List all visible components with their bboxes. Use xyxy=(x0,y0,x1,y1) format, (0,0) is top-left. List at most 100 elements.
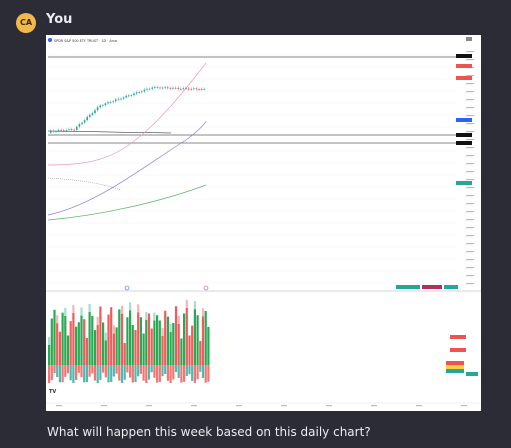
volume-bar xyxy=(131,325,134,365)
volume-bar-lower xyxy=(137,365,140,377)
price-axis-tick xyxy=(466,107,474,109)
volume-bar-lower xyxy=(104,365,107,378)
moving-average-mid xyxy=(47,120,207,216)
candle-body xyxy=(81,122,83,125)
volume-bar-lower xyxy=(193,365,196,383)
candle-body xyxy=(86,116,88,121)
volume-bar xyxy=(196,315,199,365)
candle-body xyxy=(63,130,65,132)
price-axis-tick xyxy=(466,275,474,277)
volume-bar xyxy=(112,333,115,365)
candle-body xyxy=(138,92,140,93)
price-badge-dark-3 xyxy=(456,141,472,145)
candle-body xyxy=(117,98,120,100)
volume-bar-lower xyxy=(153,365,156,378)
candle-body xyxy=(187,88,190,90)
volume-bar xyxy=(134,329,137,365)
event-marker-2[interactable] xyxy=(203,285,209,291)
volume-bar-lower xyxy=(150,365,153,373)
time-axis-tick xyxy=(371,405,377,407)
price-axis-tick xyxy=(466,251,474,253)
volume-bar xyxy=(147,313,151,365)
volume-bar xyxy=(107,314,110,365)
price-axis-tick xyxy=(466,75,474,77)
volume-bar xyxy=(120,313,124,365)
volume-bar xyxy=(83,319,86,365)
volume-bar xyxy=(164,310,167,365)
volume-bar-highlight xyxy=(112,325,115,334)
price-badge-green xyxy=(456,181,472,185)
volume-bar-highlight xyxy=(177,315,180,324)
candle-body xyxy=(115,99,117,102)
candle-body xyxy=(76,126,78,130)
candle-body xyxy=(109,102,112,103)
volume-bar-lower xyxy=(207,365,210,382)
volume-bar-lower xyxy=(139,365,142,374)
candle-body xyxy=(96,107,99,111)
volume-bar xyxy=(183,313,186,365)
price-axis-tick xyxy=(466,179,474,181)
price-axis-tick xyxy=(466,139,474,141)
chart-screenshot-attachment[interactable]: SPDR S&P 500 ETF TRUST · 1D · Arca xyxy=(46,35,481,411)
volume-bar-lower xyxy=(64,365,67,377)
volume-badge-green-2 xyxy=(466,372,478,376)
candle-body xyxy=(161,87,164,89)
volume-bar-lower xyxy=(201,365,205,379)
volume-bar xyxy=(204,310,207,365)
candle-body xyxy=(203,88,205,90)
chart-settings-icon[interactable] xyxy=(466,37,472,41)
candle-body xyxy=(148,88,151,90)
event-marker-1[interactable] xyxy=(124,285,130,291)
volume-badge-green xyxy=(446,369,464,373)
volume-bar-lower xyxy=(80,365,83,378)
candle-body xyxy=(143,89,146,92)
volume-bar-lower xyxy=(120,365,124,383)
volume-bar xyxy=(142,333,145,365)
candle-body xyxy=(107,102,109,104)
candle-body xyxy=(52,130,55,132)
volume-bars xyxy=(48,299,210,383)
price-axis-tick xyxy=(466,147,474,149)
volume-badge-yellow xyxy=(446,365,464,369)
volume-bar-highlight xyxy=(120,305,124,314)
time-axis-tick xyxy=(461,405,467,407)
tradingview-watermark-icon: TV xyxy=(49,389,56,395)
price-axis-tick xyxy=(466,59,474,61)
candle-body xyxy=(195,88,198,90)
price-pane xyxy=(47,46,474,291)
volume-bar xyxy=(96,324,99,365)
candle-body xyxy=(159,87,161,89)
message-author: You xyxy=(46,12,73,27)
indicator-label-red xyxy=(422,285,442,289)
volume-bar-lower xyxy=(191,365,194,381)
volume-bar-lower xyxy=(199,365,202,372)
price-axis-tick xyxy=(466,211,474,213)
candle-body xyxy=(172,87,174,89)
volume-bar-lower xyxy=(131,365,134,383)
volume-bar xyxy=(53,309,56,365)
volume-bar xyxy=(75,326,78,365)
volume-bar xyxy=(177,323,180,365)
volume-bar xyxy=(145,320,148,365)
candle-body xyxy=(70,129,73,131)
volume-bar-lower xyxy=(102,365,105,373)
candle-body xyxy=(104,103,107,106)
volume-bar-lower xyxy=(177,365,180,378)
volume-bar-highlight xyxy=(80,307,83,316)
time-axis-tick xyxy=(236,405,242,407)
candle-body xyxy=(50,130,52,133)
volume-pane: TV xyxy=(48,299,478,395)
volume-bar-lower xyxy=(183,365,186,382)
volume-bar xyxy=(191,325,194,365)
candle-body xyxy=(180,88,182,90)
volume-bar-lower xyxy=(50,365,53,381)
volume-bar-lower xyxy=(129,365,132,378)
price-axis-tick xyxy=(466,243,474,245)
candle-body xyxy=(99,105,101,108)
indicator-label-green xyxy=(396,285,420,289)
volume-bar-highlight xyxy=(129,302,132,311)
volume-bar xyxy=(123,342,126,365)
indicator-label-green-2 xyxy=(444,285,458,289)
volume-bar xyxy=(188,335,191,365)
